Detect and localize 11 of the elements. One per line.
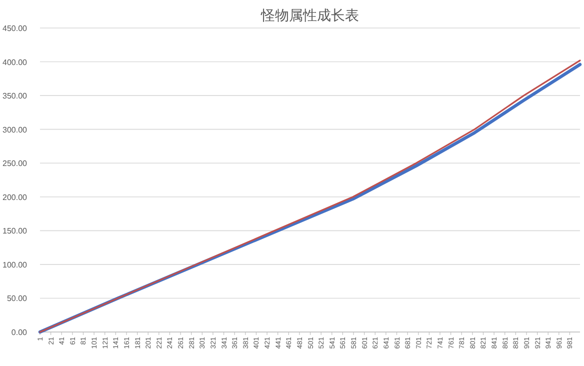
y-tick-label: 400.00 [2,58,28,67]
y-tick-label: 100.00 [2,260,28,270]
y-tick-label: 0.00 [11,328,28,337]
y-tick-label: 150.00 [2,226,28,236]
y-tick-label: 350.00 [2,92,28,101]
chart-title: 怪物属性成长表 [260,8,359,24]
y-tick-label: 250.00 [2,159,28,168]
y-tick-label: 200.00 [2,192,28,202]
y-tick-label: 50.00 [6,294,28,304]
y-tick-label: 300.00 [2,125,28,134]
y-tick-label: 450.00 [2,24,28,33]
